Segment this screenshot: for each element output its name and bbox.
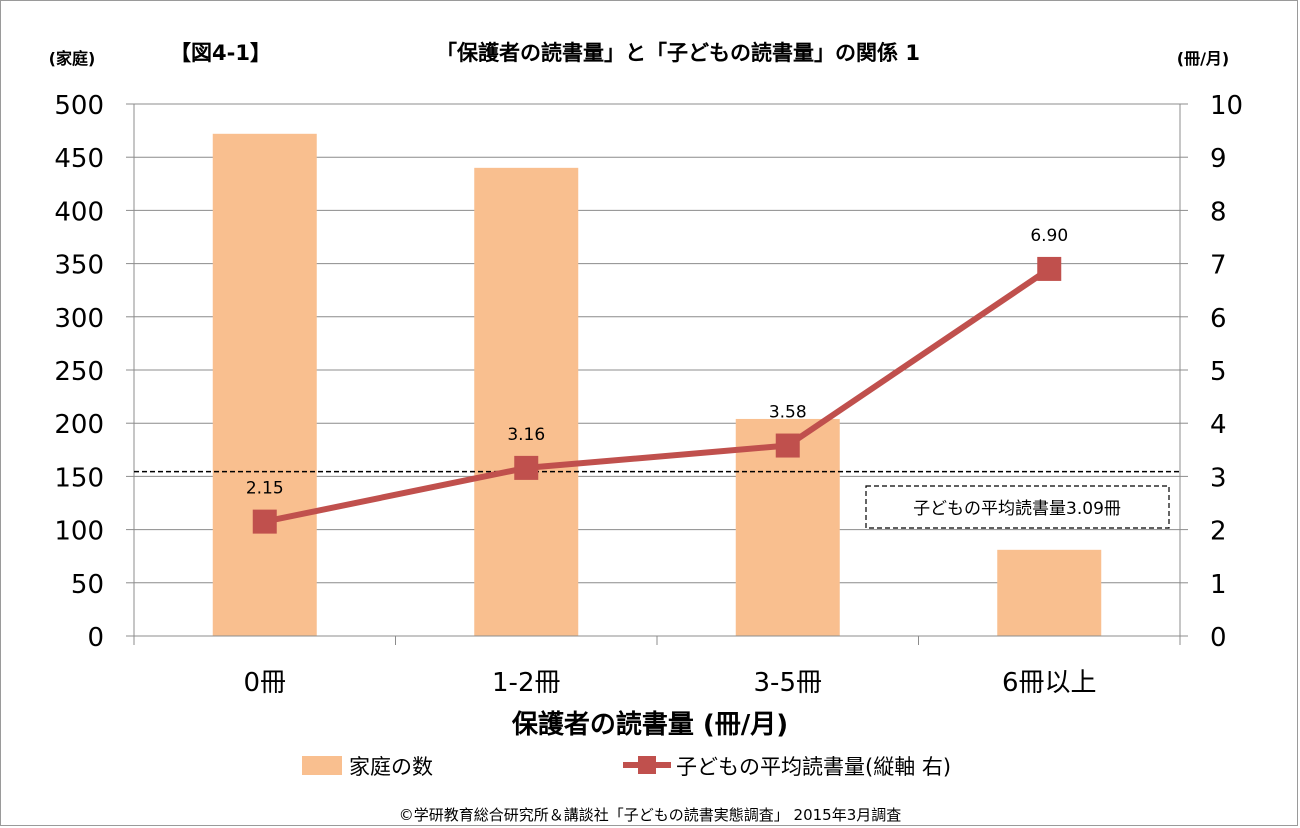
data-label: 3.16 — [507, 425, 545, 445]
y-right-tick-label: 1 — [1210, 570, 1227, 600]
data-label: 2.15 — [246, 479, 284, 499]
y-right-tick-label: 10 — [1210, 91, 1243, 121]
y-left-tick-label: 200 — [54, 410, 104, 440]
y-right-tick-label: 0 — [1210, 623, 1227, 653]
line-marker — [1037, 256, 1062, 281]
y-right-tick-label: 2 — [1210, 517, 1227, 547]
y-right-tick-label: 4 — [1210, 410, 1227, 440]
x-category-label: 3-5冊 — [754, 668, 822, 698]
legend-line-marker — [638, 756, 656, 774]
y-right-tick-label: 7 — [1210, 251, 1227, 281]
y-left-tick-label: 500 — [54, 91, 104, 121]
x-category-label: 6冊以上 — [1002, 668, 1097, 698]
y-left-tick-label: 300 — [54, 304, 104, 334]
axes: 0 50 100 150 200 250 300 350 400 450 500 0 1 2 3 4 5 6 7 8 9… — [54, 91, 1243, 698]
bar — [212, 133, 317, 637]
y-right-tick-label: 6 — [1210, 304, 1227, 334]
y-right-tick-label: 9 — [1210, 144, 1227, 174]
y-right-tick-label: 5 — [1210, 357, 1227, 387]
line-marker — [514, 455, 539, 480]
y-left-tick-label: 100 — [54, 517, 104, 547]
reference-line-group: 子どもの平均読書量3.09冊 — [134, 470, 1180, 529]
line-marker — [252, 509, 277, 534]
reference-label-box — [865, 485, 1170, 529]
line-path — [264, 266, 1051, 525]
y-left-tick-label: 150 — [54, 463, 104, 493]
y-right-tick-label: 8 — [1210, 197, 1227, 227]
data-label: 3.58 — [769, 403, 807, 423]
y-left-tick-label: 0 — [87, 623, 104, 653]
footer-credit: ©学研教育総合研究所＆講談社「子どもの読書実態調査」 2015年3月調査 — [399, 806, 902, 824]
y-left-tick-label: 350 — [54, 251, 104, 281]
left-axis-unit: (家庭) — [49, 49, 96, 68]
data-label: 6.90 — [1030, 226, 1068, 246]
legend-bar-label: 家庭の数 — [349, 755, 433, 779]
y-left-tick-label: 50 — [71, 570, 104, 600]
bar — [997, 549, 1102, 636]
bar — [474, 167, 579, 636]
legend-bar-swatch — [302, 756, 342, 775]
line-series: 2.15 3.16 3.58 6.90 — [246, 226, 1068, 534]
legend-line-label: 子どもの平均読書量(縦軸 右) — [676, 755, 951, 779]
y-left-tick-label: 250 — [54, 357, 104, 387]
y-right-tick-label: 3 — [1210, 463, 1227, 493]
y-left-tick-label: 450 — [54, 144, 104, 174]
x-category-label: 0冊 — [243, 668, 286, 698]
right-axis-unit: (冊/月) — [1177, 49, 1229, 68]
bar-series — [212, 133, 1102, 637]
figure-label: 【図4-1】 — [170, 41, 271, 65]
y-left-tick-label: 400 — [54, 197, 104, 227]
line-marker — [775, 433, 800, 458]
chart-title: 「保護者の読書量」と「子どもの読書量」の関係 1 — [436, 41, 920, 65]
x-axis-title: 保護者の読書量 (冊/月) — [511, 709, 788, 740]
x-category-label: 1-2冊 — [492, 668, 560, 698]
reference-label: 子どもの平均読書量3.09冊 — [913, 499, 1121, 519]
